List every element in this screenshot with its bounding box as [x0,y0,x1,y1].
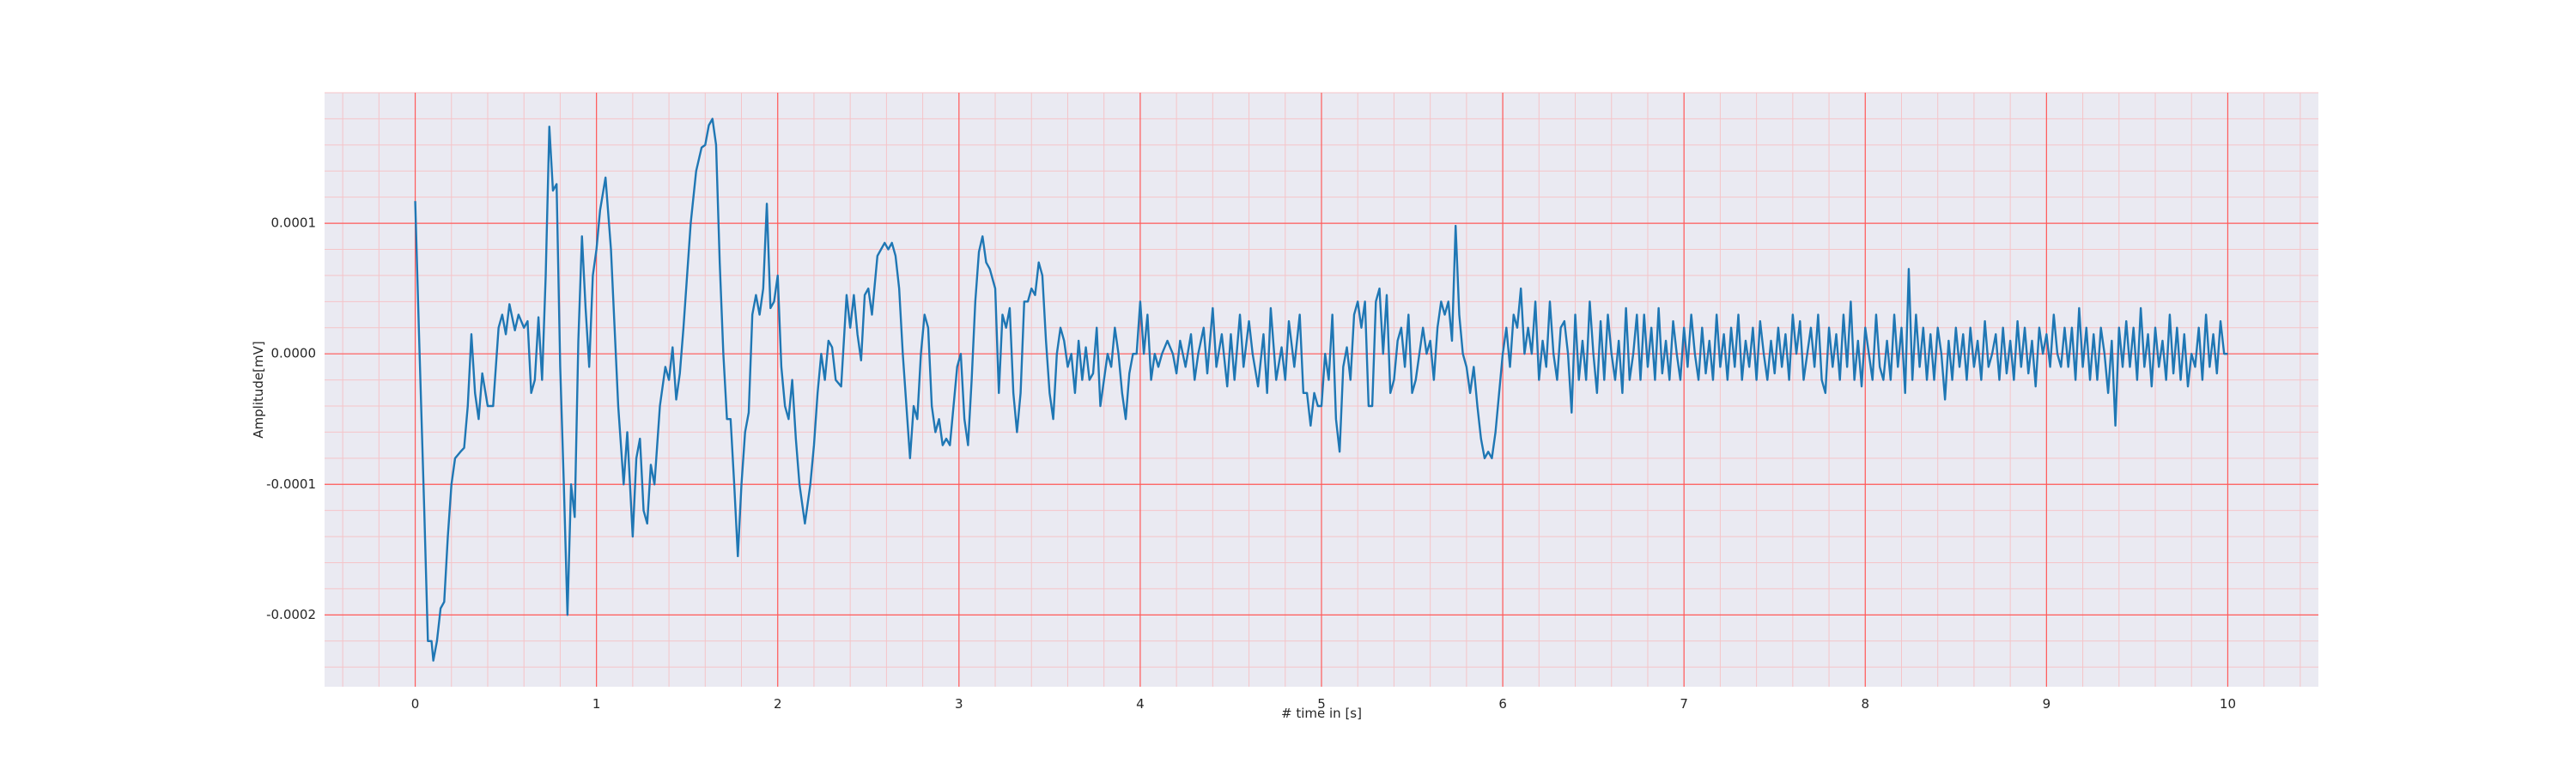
x-tick-label: 2 [774,696,782,712]
x-tick-label: 10 [2220,696,2236,712]
x-tick-label: 6 [1498,696,1507,712]
x-axis-label: # time in [s] [1281,706,1362,721]
y-tick-label: -0.0001 [266,476,316,492]
x-tick-label: 4 [1136,696,1145,712]
x-tick-label: 1 [592,696,601,712]
y-axis-label: Amplitude[mV] [251,341,266,438]
y-tick-label: -0.0002 [266,607,316,622]
x-tick-label: 9 [2043,696,2051,712]
x-tick-label: 0 [411,696,420,712]
y-tick-labels: -0.0002 -0.0001 0.0000 0.0001 [266,215,316,622]
series-line [414,118,2228,662]
x-tick-label: 3 [955,696,963,712]
x-tick-label: 5 [1317,696,1326,712]
y-tick-label: 0.0000 [271,346,317,361]
x-tick-labels: 0 1 2 3 4 5 6 7 8 9 10 [411,696,2236,712]
y-tick-label: 0.0001 [271,215,317,231]
x-tick-label: 7 [1680,696,1688,712]
x-tick-label: 8 [1861,696,1869,712]
major-grid [325,93,2318,687]
